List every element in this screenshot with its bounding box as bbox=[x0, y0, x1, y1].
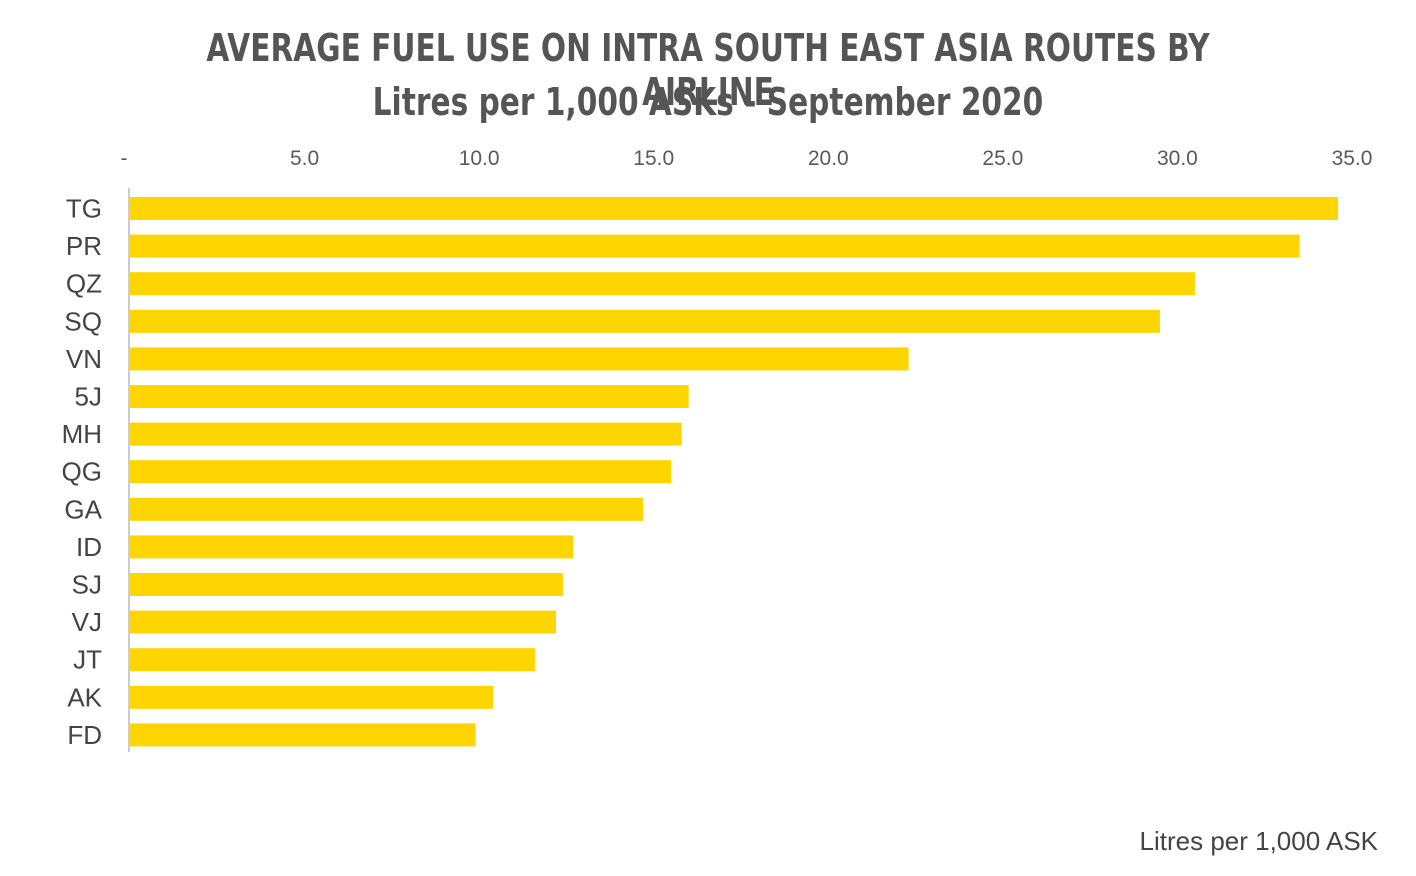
category-label: FD bbox=[67, 720, 102, 750]
category-label: GA bbox=[64, 494, 102, 524]
category-labels: TG PR QZ SQ VN 5J MH QG GA ID SJ VJ JT AK FD bbox=[62, 194, 103, 750]
category-label: MH bbox=[62, 419, 102, 449]
x-tick-label: 5.0 bbox=[290, 147, 319, 170]
x-axis-ticks: - 5.0 10.0 15.0 20.0 25.0 30.0 35.0 bbox=[121, 147, 1373, 170]
bar-ga bbox=[130, 497, 644, 521]
category-label: PR bbox=[66, 231, 102, 261]
category-label: JT bbox=[73, 645, 102, 675]
category-label: QZ bbox=[66, 269, 102, 299]
x-tick-label: 10.0 bbox=[459, 147, 500, 170]
bar-qg bbox=[130, 460, 672, 484]
x-tick-label: 25.0 bbox=[982, 147, 1023, 170]
bar-tg bbox=[130, 197, 1339, 220]
category-label: QG bbox=[62, 457, 102, 487]
category-label: TG bbox=[66, 194, 102, 224]
x-tick-label: 15.0 bbox=[633, 147, 674, 170]
bar-fd bbox=[130, 723, 476, 747]
chart-subtitle: Litres per 1,000 ASKs - September 2020 bbox=[372, 80, 1044, 124]
bar-id bbox=[130, 535, 574, 559]
category-label: VN bbox=[66, 344, 102, 374]
category-label: SQ bbox=[64, 306, 102, 336]
category-label: VJ bbox=[72, 607, 102, 637]
bar-ak bbox=[130, 685, 494, 709]
bar-sq bbox=[130, 309, 1160, 333]
x-tick-label: 30.0 bbox=[1157, 147, 1198, 170]
bar-qz bbox=[130, 272, 1195, 296]
x-tick-label: 20.0 bbox=[808, 147, 849, 170]
chart-title: AVERAGE FUEL USE ON INTRA SOUTH EAST ASI… bbox=[206, 26, 1210, 114]
bar-5j bbox=[130, 385, 689, 408]
category-label: 5J bbox=[75, 382, 102, 412]
bar-mh bbox=[130, 422, 682, 446]
category-label: SJ bbox=[72, 570, 102, 600]
bar-sj bbox=[130, 573, 563, 596]
bar-pr bbox=[130, 234, 1300, 258]
x-axis-label: Litres per 1,000 ASK bbox=[1139, 826, 1378, 856]
x-tick-label: - bbox=[121, 147, 128, 170]
bar-vj bbox=[130, 610, 556, 634]
bars bbox=[130, 197, 1339, 747]
bar-jt bbox=[130, 648, 536, 672]
x-tick-label: 35.0 bbox=[1332, 147, 1373, 170]
category-label: ID bbox=[76, 532, 102, 562]
category-label: AK bbox=[67, 682, 102, 712]
bar-vn bbox=[130, 347, 909, 371]
